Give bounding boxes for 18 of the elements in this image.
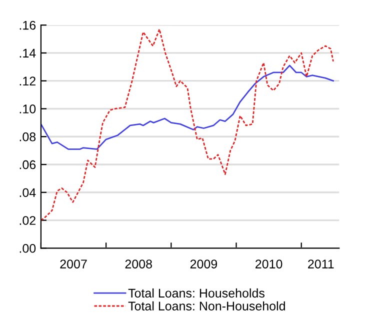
x-tick-label: 2007 <box>60 260 87 268</box>
legend-label: Total Loans: Households <box>128 288 264 298</box>
y-tick-label: .14 <box>20 48 36 58</box>
x-tick-label: 2009 <box>190 260 218 268</box>
y-tick-label: .16 <box>20 20 36 30</box>
y-tick-label: .04 <box>20 188 36 198</box>
line-series <box>40 64 334 150</box>
x-tick-label: 2011 <box>308 260 334 268</box>
y-tick-label: .10 <box>20 104 36 114</box>
y-tick-label: .02 <box>20 216 36 225</box>
y-tick-label: .12 <box>20 76 36 86</box>
x-tick-label: 2008 <box>125 260 152 268</box>
x-tick-label: 2010 <box>256 260 282 268</box>
line-series <box>40 28 334 221</box>
y-tick-label: .08 <box>20 132 36 142</box>
y-tick-label: .06 <box>20 160 36 170</box>
legend-label: Total Loans: Non-Household <box>128 301 285 310</box>
y-tick-label: .00 <box>20 244 36 253</box>
